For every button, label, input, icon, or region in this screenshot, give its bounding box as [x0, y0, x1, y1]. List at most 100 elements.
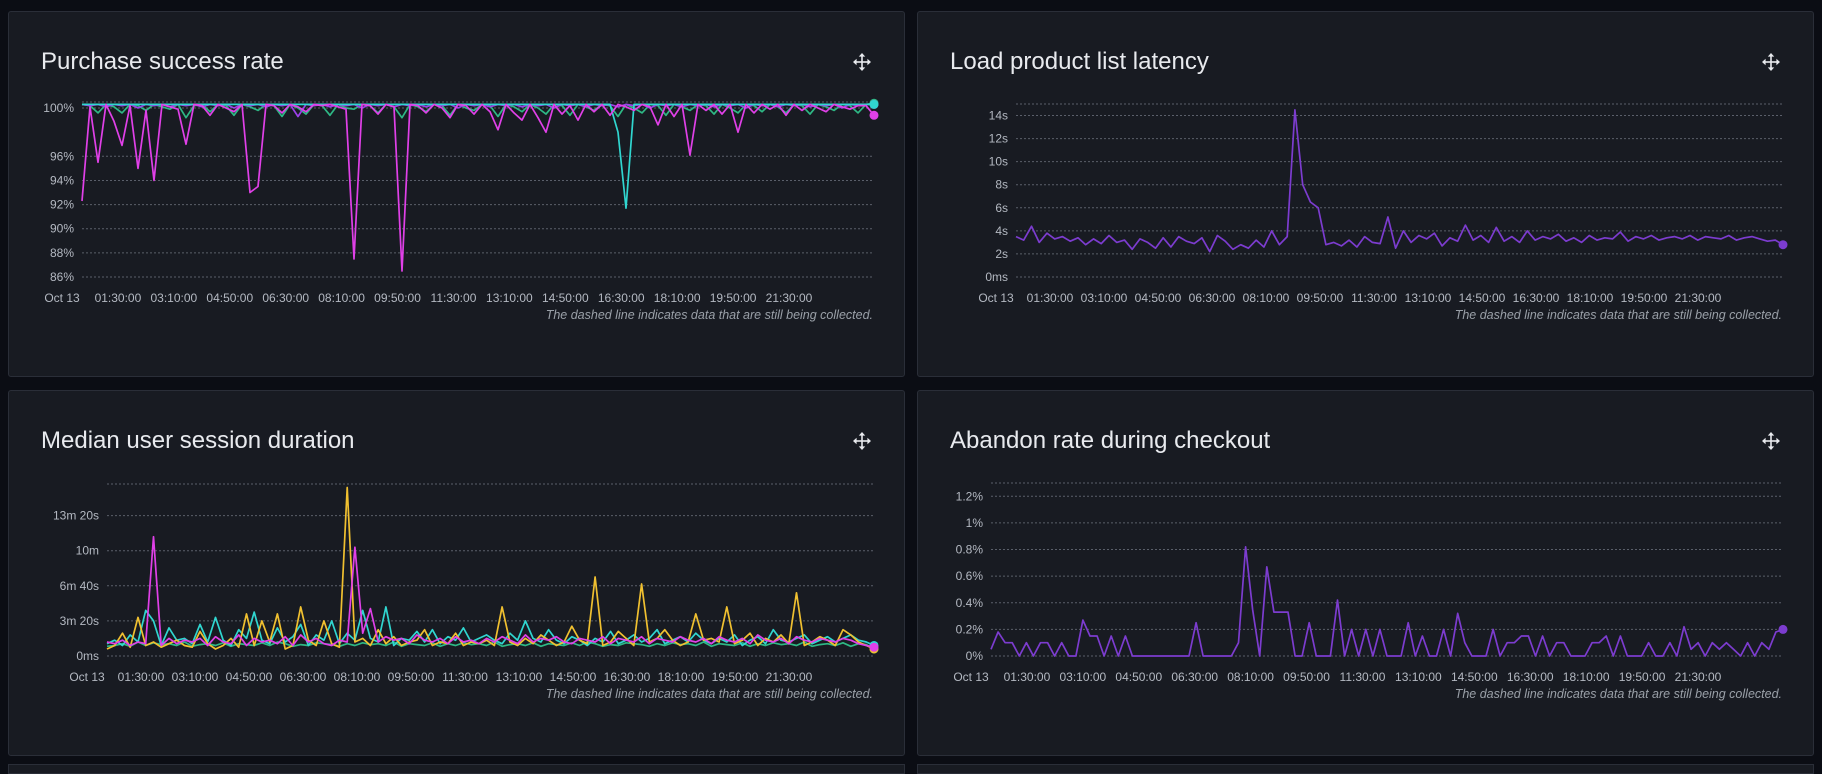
x-tick-label: 08:10:00 — [334, 670, 381, 684]
y-tick-label: 3m 20s — [60, 614, 99, 628]
y-tick-label: 0.4% — [956, 596, 984, 610]
y-tick-label: 10m — [76, 544, 99, 558]
x-tick-label: 03:10:00 — [172, 670, 219, 684]
x-tick-label: 18:10:00 — [1563, 670, 1610, 684]
y-tick-label: 13m 20s — [53, 509, 99, 523]
y-tick-label: 6m 40s — [60, 579, 99, 593]
next-panel-edge — [917, 764, 1814, 774]
x-tick-label: 21:30:00 — [1675, 291, 1722, 305]
x-tick-label: 19:50:00 — [1619, 670, 1666, 684]
x-tick-label: 09:50:00 — [1297, 291, 1344, 305]
x-tick-label: Oct 13 — [978, 291, 1014, 305]
y-tick-label: 1.2% — [956, 489, 984, 503]
move-icon[interactable] — [1761, 52, 1781, 72]
y-tick-label: 0% — [966, 649, 984, 663]
x-tick-label: 09:50:00 — [1283, 670, 1330, 684]
x-tick-label: 13:10:00 — [486, 291, 533, 305]
chart-footnote: The dashed line indicates data that are … — [545, 308, 873, 322]
y-tick-label: 14s — [989, 109, 1008, 123]
y-tick-label: 0ms — [985, 270, 1008, 284]
x-tick-label: 04:50:00 — [226, 670, 273, 684]
y-tick-label: 88% — [50, 246, 74, 260]
x-tick-label: 09:50:00 — [374, 291, 421, 305]
series-line — [81, 102, 875, 119]
chart-footnote: The dashed line indicates data that are … — [545, 687, 873, 701]
x-tick-label: 04:50:00 — [1135, 291, 1182, 305]
next-panel-edge — [8, 764, 905, 774]
move-icon[interactable] — [1761, 431, 1781, 451]
series-line — [81, 103, 875, 272]
y-tick-label: 0.6% — [956, 569, 984, 583]
y-tick-label: 1% — [966, 516, 984, 530]
x-tick-label: 16:30:00 — [1507, 670, 1554, 684]
chart-footnote: The dashed line indicates data that are … — [1454, 687, 1782, 701]
x-tick-label: 19:50:00 — [1621, 291, 1668, 305]
y-tick-label: 12s — [989, 132, 1008, 146]
x-tick-label: 21:30:00 — [1675, 670, 1722, 684]
y-tick-label: 86% — [50, 270, 74, 284]
x-tick-label: 16:30:00 — [598, 291, 645, 305]
x-tick-label: 08:10:00 — [1227, 670, 1274, 684]
y-tick-label: 2s — [995, 247, 1008, 261]
panel-load-product-list-latency: Load product list latency 14s 12s 10s 8s 6s 4… — [917, 11, 1814, 377]
y-tick-label: 6s — [995, 201, 1008, 215]
x-tick-label: 14:50:00 — [1459, 291, 1506, 305]
x-tick-label: 13:10:00 — [1405, 291, 1452, 305]
x-tick-label: 06:30:00 — [262, 291, 309, 305]
x-tick-label: 16:30:00 — [604, 670, 651, 684]
move-icon[interactable] — [852, 52, 872, 72]
series-line — [990, 546, 1784, 657]
y-tick-label: 10s — [989, 155, 1008, 169]
x-tick-label: 01:30:00 — [1004, 670, 1051, 684]
x-tick-label: 18:10:00 — [654, 291, 701, 305]
y-tick-label: 8s — [995, 178, 1008, 192]
x-tick-label: 04:50:00 — [1115, 670, 1162, 684]
panel-title: Abandon rate during checkout — [950, 427, 1271, 454]
series-end-point — [869, 99, 879, 109]
series-line — [106, 486, 875, 650]
x-tick-label: 13:10:00 — [1395, 670, 1442, 684]
chart-purchase-success-rate: 100% 96% 94% 92% 90% 88% 86% Oct 13 01:30:00 03:1… — [43, 98, 879, 305]
x-tick-label: 11:30:00 — [431, 291, 477, 305]
move-icon[interactable] — [852, 431, 872, 451]
panel-title: Load product list latency — [950, 48, 1209, 75]
x-tick-label: Oct 13 — [69, 670, 105, 684]
chart-load-product-list-latency: 14s 12s 10s 8s 6s 4s 2s 0ms Oct 13 01:30:00 03:10:… — [978, 103, 1788, 305]
x-tick-label: 14:50:00 — [550, 670, 597, 684]
chart-abandon-rate-during-checkout: 1.2% 1% 0.8% 0.6% 0.4% 0.2% 0% Oct 13 01:30:00 03… — [953, 482, 1788, 684]
x-tick-label: 21:30:00 — [766, 291, 813, 305]
x-tick-label: Oct 13 — [953, 670, 989, 684]
panel-median-user-session-duration: Median user session duration 13m 20s 10m 6… — [8, 390, 905, 756]
x-tick-label: 19:50:00 — [712, 670, 759, 684]
series-end-point — [1778, 240, 1788, 250]
x-tick-label: 03:10:00 — [1081, 291, 1128, 305]
series-line — [106, 535, 875, 649]
x-tick-label: 08:10:00 — [318, 291, 365, 305]
x-tick-label: 21:30:00 — [766, 670, 813, 684]
x-tick-label: 09:50:00 — [388, 670, 435, 684]
x-tick-label: 06:30:00 — [1189, 291, 1236, 305]
x-tick-label: 04:50:00 — [206, 291, 253, 305]
x-tick-label: Oct 13 — [44, 291, 80, 305]
x-tick-label: 06:30:00 — [1171, 670, 1218, 684]
x-tick-label: 11:30:00 — [442, 670, 488, 684]
x-tick-label: 19:50:00 — [710, 291, 757, 305]
x-tick-label: 14:50:00 — [542, 291, 589, 305]
y-tick-label: 96% — [50, 149, 74, 163]
x-tick-label: 01:30:00 — [1027, 291, 1074, 305]
x-tick-label: 16:30:00 — [1513, 291, 1560, 305]
panel-abandon-rate-during-checkout: Abandon rate during checkout 1.2% 1% 0.8% 0… — [917, 390, 1814, 756]
series-end-point — [869, 642, 879, 652]
chart-median-user-session-duration: 13m 20s 10m 6m 40s 3m 20s 0ms Oct 13 01:30:00 0… — [53, 483, 879, 684]
x-tick-label: 13:10:00 — [496, 670, 543, 684]
y-tick-label: 4s — [995, 224, 1008, 238]
y-tick-label: 94% — [50, 173, 74, 187]
x-tick-label: 01:30:00 — [118, 670, 165, 684]
series-line — [1015, 108, 1784, 253]
y-tick-label: 0.2% — [956, 622, 984, 636]
x-tick-label: 18:10:00 — [1567, 291, 1614, 305]
panel-purchase-success-rate: Purchase success rate 100% 96% 94% 92% 90% 88… — [8, 11, 905, 377]
x-tick-label: 14:50:00 — [1451, 670, 1498, 684]
series-line — [82, 103, 874, 210]
y-tick-label: 92% — [50, 198, 74, 212]
